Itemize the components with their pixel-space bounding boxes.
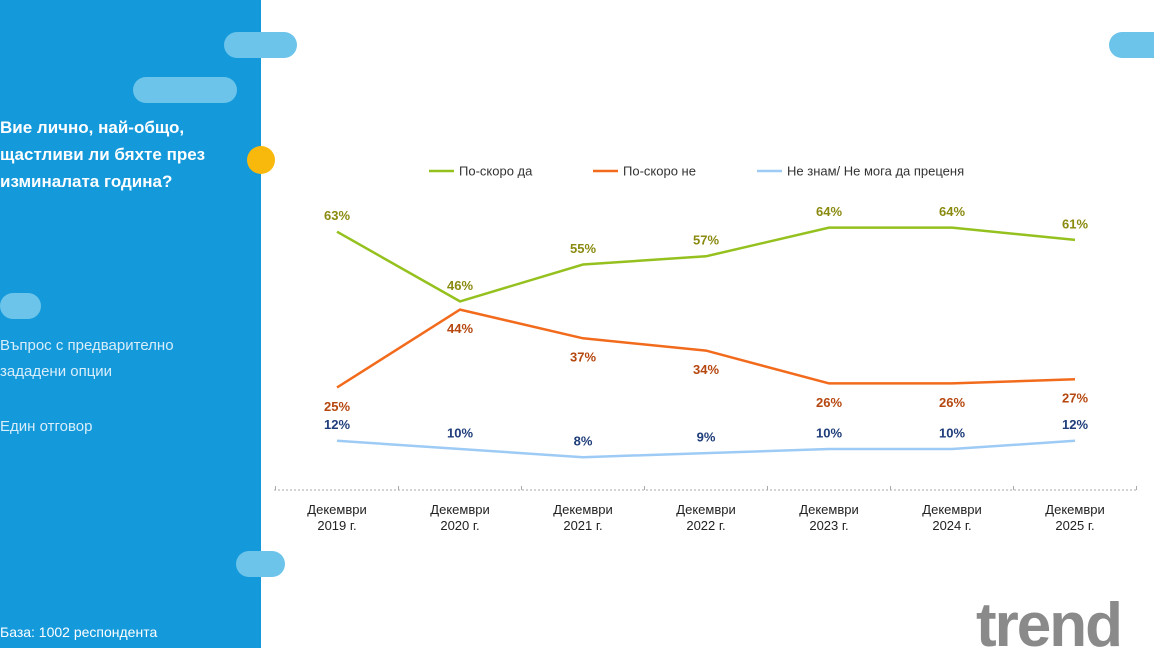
value-label: 25% (324, 399, 350, 414)
note: Въпрос с предварително зададени опции (0, 337, 174, 380)
value-label: 9% (697, 430, 716, 445)
decor (224, 32, 297, 58)
value-label: 44% (447, 321, 473, 336)
value-label: 34% (693, 362, 719, 377)
x-tick-label: Декември 2022 г. (676, 502, 736, 533)
value-label: 10% (447, 425, 473, 440)
decor (1109, 32, 1154, 58)
x-tick-label: Декември 2025 г. (1045, 502, 1105, 533)
value-label: 61% (1062, 216, 1088, 231)
value-label: 57% (693, 233, 719, 248)
value-label: 26% (816, 395, 842, 410)
value-label: 26% (939, 395, 965, 410)
value-label: 12% (324, 417, 350, 432)
value-label: 10% (816, 425, 842, 440)
value-label: 8% (574, 434, 593, 449)
sidebar: Вие лично, най-общо, щастливи ли бяхте п… (0, 0, 261, 648)
legend-label: По-скоро да (459, 163, 533, 178)
line (336, 308, 1076, 389)
x-tick-label: Декември 2023 г. (799, 502, 859, 533)
value-label: 27% (1062, 391, 1088, 406)
line (336, 226, 1076, 303)
value-label: 46% (447, 278, 473, 293)
decor (133, 77, 237, 103)
x-tick-label: Декември 2021 г. (553, 502, 613, 533)
note: Един отговор (0, 418, 93, 435)
x-tick-label: Декември 2020 г. (430, 502, 490, 533)
x-tick-label: Декември 2024 г. (922, 502, 982, 533)
decor (236, 551, 285, 577)
base: База: 1002 респондента (0, 624, 158, 640)
value-label: 37% (570, 350, 596, 365)
value-label: 55% (570, 241, 596, 256)
question: Вие лично, най-общо, щастливи ли бяхте п… (0, 118, 206, 191)
value-label: 10% (939, 425, 965, 440)
value-label: 12% (1062, 417, 1088, 432)
decor (0, 293, 41, 319)
value-label: 64% (816, 204, 842, 219)
value-label: 64% (939, 204, 965, 219)
legend-label: По-скоро не (623, 163, 696, 178)
line (336, 439, 1076, 459)
value-label: 63% (324, 208, 350, 223)
legend-label: Не знам/ Не мога да преценя (787, 163, 964, 178)
x-tick-label: Декември 2019 г. (307, 502, 367, 533)
decor (247, 146, 275, 174)
